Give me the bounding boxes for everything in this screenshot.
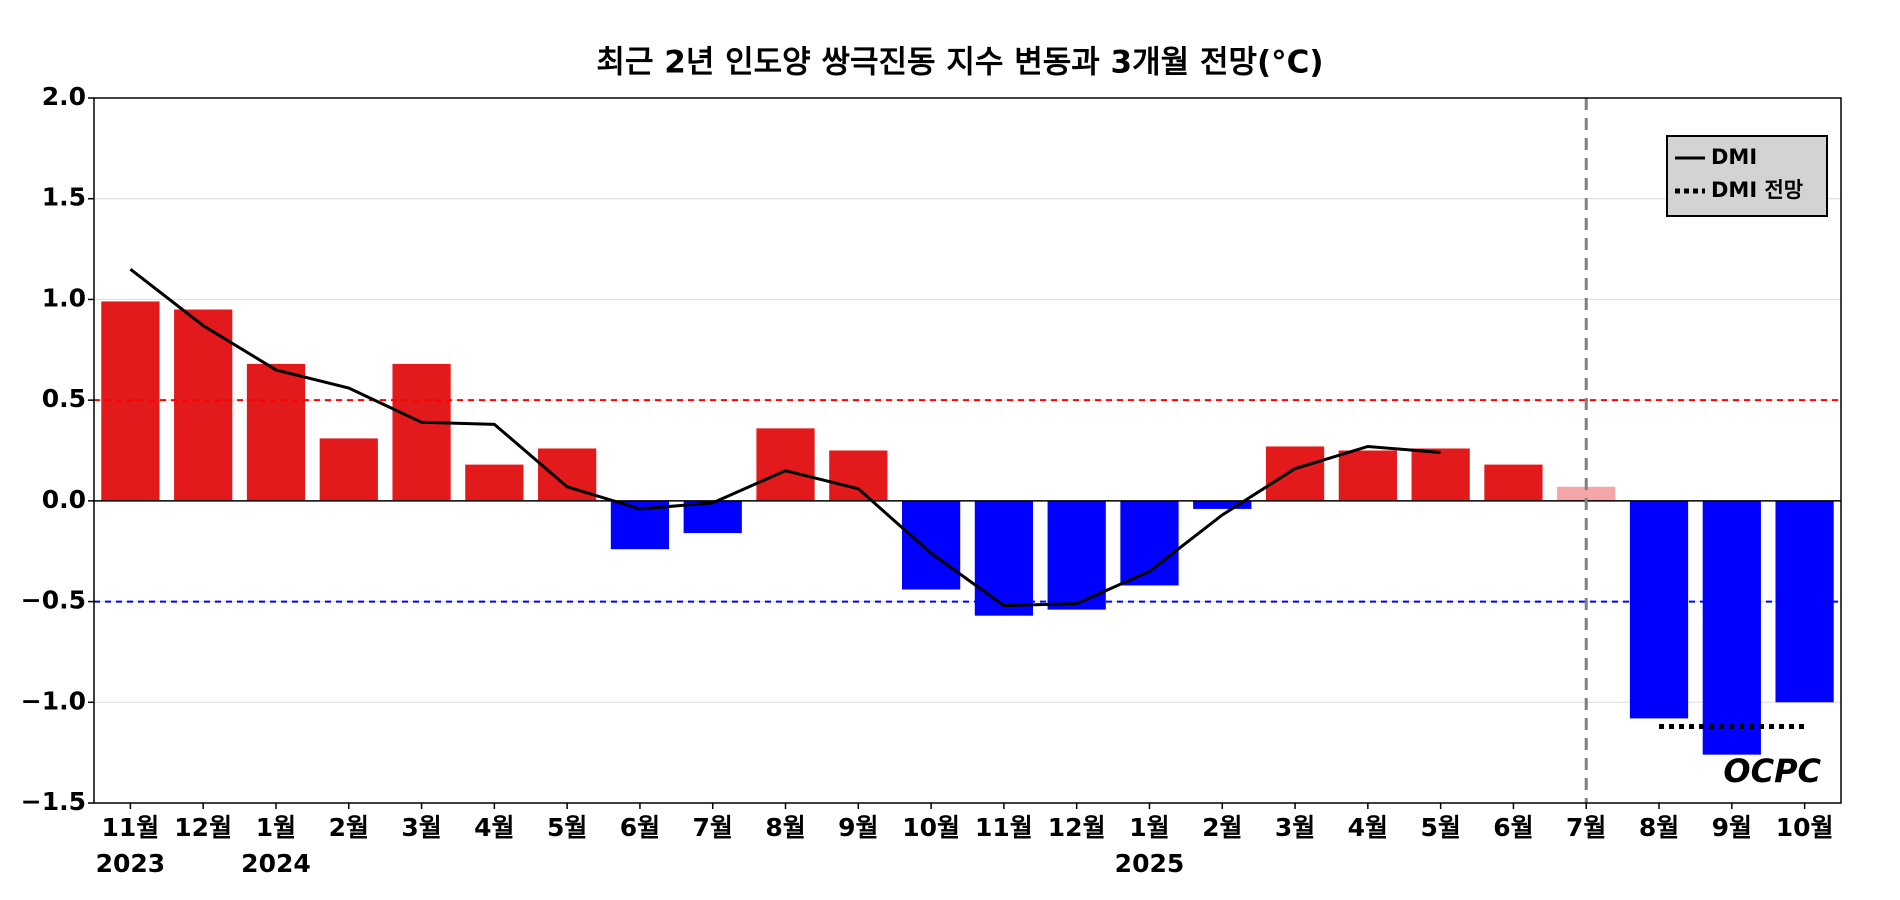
x-year-label: 2023: [96, 849, 166, 878]
logo: OCPC: [1723, 752, 1821, 790]
x-tick-label: 6월: [620, 813, 660, 842]
y-tick-label: 1.0: [42, 283, 86, 312]
bar: [1702, 500, 1761, 755]
x-tick-label: 9월: [838, 813, 878, 842]
bar: [392, 363, 451, 501]
bar: [1193, 500, 1252, 509]
bar: [465, 464, 524, 501]
x-tick-label: 3월: [401, 813, 441, 842]
x-tick-label: 12월: [1048, 813, 1106, 842]
x-year-label: 2025: [1115, 849, 1185, 878]
bar: [1338, 450, 1397, 501]
x-tick-label: 1월: [256, 813, 296, 842]
legend-label: DMI: [1711, 145, 1757, 169]
x-tick-label: 8월: [765, 813, 805, 842]
y-tick-label: −1.5: [21, 787, 86, 816]
bar: [1047, 500, 1106, 610]
x-tick-label: 1월: [1129, 813, 1169, 842]
chart-title: 최근 2년 인도양 쌍극진동 지수 변동과 3개월 전망(°C): [596, 45, 1323, 81]
x-tick-label: 11월: [101, 813, 159, 842]
bar: [174, 309, 233, 501]
x-tick-label: 2월: [329, 813, 369, 842]
bar: [901, 500, 961, 590]
legend-label: DMI 전망: [1711, 178, 1803, 202]
y-tick-label: 0.5: [42, 384, 86, 413]
bar: [101, 301, 160, 501]
x-tick-label: 9월: [1712, 813, 1752, 842]
bar: [1557, 486, 1616, 501]
x-tick-label: 5월: [1420, 813, 1460, 842]
x-tick-label: 8월: [1639, 813, 1679, 842]
bar: [246, 363, 306, 501]
y-tick-label: −0.5: [21, 586, 86, 615]
x-year-label: 2024: [241, 849, 311, 878]
bar: [1484, 464, 1543, 501]
x-tick-label: 6월: [1493, 813, 1533, 842]
x-tick-label: 4월: [474, 813, 514, 842]
x-tick-label: 7월: [1566, 813, 1606, 842]
x-tick-label: 3월: [1275, 813, 1315, 842]
x-tick-label: 10월: [902, 813, 960, 842]
bar: [829, 450, 888, 501]
x-tick-label: 10월: [1776, 813, 1834, 842]
bar: [319, 438, 378, 501]
x-tick-label: 2월: [1202, 813, 1242, 842]
bar: [974, 500, 1034, 616]
x-tick-label: 7월: [693, 813, 733, 842]
plot-frame: [93, 97, 1842, 804]
legend-box: [1666, 135, 1828, 217]
y-tick-label: 2.0: [42, 82, 86, 111]
bar: [1411, 448, 1470, 501]
x-tick-label: 4월: [1348, 813, 1388, 842]
x-tick-label: 12월: [174, 813, 232, 842]
y-tick-label: −1.0: [21, 686, 86, 715]
bar: [1265, 446, 1325, 501]
bar: [1629, 500, 1689, 719]
bar: [756, 428, 815, 501]
line-solid: [129, 268, 1441, 608]
y-tick-label: 0.0: [42, 485, 86, 514]
y-tick-label: 1.5: [42, 183, 86, 212]
bar: [683, 500, 742, 534]
x-tick-label: 5월: [547, 813, 587, 842]
x-tick-label: 11월: [975, 813, 1033, 842]
